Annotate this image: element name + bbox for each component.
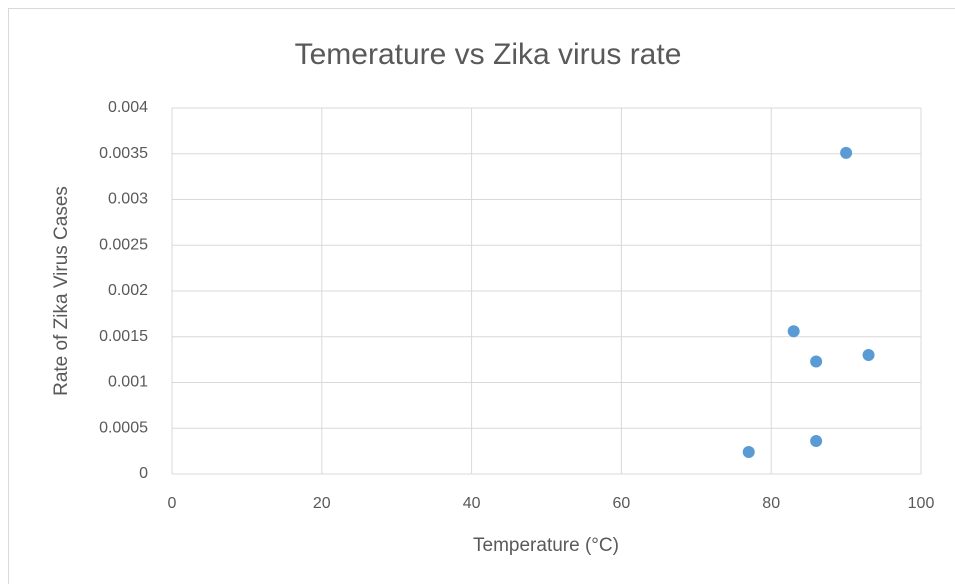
x-axis-title: Temperature (°C) — [473, 535, 619, 556]
y-tick-label: 0.001 — [108, 374, 148, 391]
y-tick-label: 0.0035 — [99, 145, 148, 162]
x-tick-label: 20 — [313, 495, 331, 512]
data-point — [840, 146, 853, 159]
data-point — [787, 325, 800, 338]
y-tick-label: 0.0025 — [99, 236, 148, 253]
data-point — [810, 435, 823, 448]
y-axis-title: Rate of Zika Virus Cases — [51, 186, 72, 396]
x-tick-label: 80 — [762, 495, 780, 512]
chart-title: Temerature vs Zika virus rate — [295, 38, 682, 71]
x-tick-label: 60 — [613, 495, 631, 512]
chart-border — [8, 8, 955, 584]
x-tick-label: 100 — [908, 495, 935, 512]
y-tick-label: 0.004 — [108, 99, 148, 116]
y-tick-label: 0.002 — [108, 282, 148, 299]
y-tick-label: 0.0005 — [99, 419, 148, 436]
y-tick-label: 0 — [139, 465, 148, 482]
data-point — [862, 349, 875, 362]
y-tick-label: 0.003 — [108, 191, 148, 208]
data-point — [810, 355, 823, 368]
data-point — [742, 446, 755, 459]
y-tick-label: 0.0015 — [99, 328, 148, 345]
x-tick-label: 0 — [168, 495, 177, 512]
x-tick-label: 40 — [463, 495, 481, 512]
